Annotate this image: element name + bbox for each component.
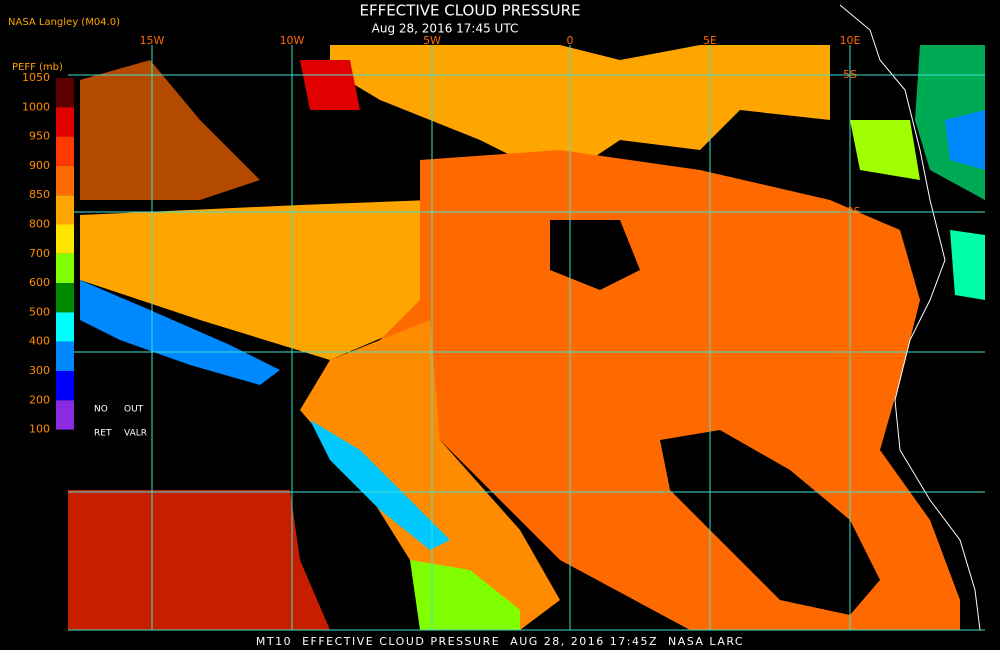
no-retrieval: NO — [94, 405, 108, 415]
graticule — [68, 45, 985, 631]
title: EFFECTIVE CLOUD PRESSURE — [359, 2, 580, 20]
cloud-region — [300, 320, 560, 630]
legend-swatch — [56, 78, 74, 108]
legend-swatch — [56, 253, 74, 284]
clear-region — [550, 220, 640, 290]
out-of-range: OUT — [124, 405, 144, 415]
legend-tick: 600 — [29, 276, 50, 289]
cloud-region — [80, 200, 440, 360]
legend-tick: 400 — [29, 335, 50, 348]
legend-label: PEFF (mb) — [12, 62, 63, 73]
credit: NASA Langley (M04.0) — [8, 17, 120, 28]
longitude-label: 10E — [840, 34, 861, 47]
longitude-label: 10W — [280, 34, 305, 47]
longitude-label: 5W — [423, 34, 441, 47]
legend-tick: 1000 — [22, 100, 50, 113]
cloud-region — [310, 420, 450, 550]
legend-swatch — [56, 341, 74, 371]
clear-region — [660, 430, 880, 615]
cloud-region — [950, 230, 985, 300]
cloud-region — [850, 120, 920, 180]
coastline — [839, 4, 981, 631]
longitude-label: 5E — [703, 34, 717, 47]
legend-tick: 800 — [29, 218, 50, 231]
legend-tick: 200 — [29, 393, 50, 406]
cloud-region — [80, 60, 260, 200]
longitude-label: 15W — [140, 34, 165, 47]
footer: MT10 EFFECTIVE CLOUD PRESSURE AUG 28, 20… — [256, 635, 744, 648]
legend-tick: 700 — [29, 247, 50, 260]
legend-swatch — [56, 312, 74, 342]
legend-tick: 1050 — [22, 71, 50, 84]
legend-swatch — [56, 283, 74, 313]
legend-tick: 500 — [29, 305, 50, 318]
legend-tick: 850 — [29, 188, 50, 201]
no-retrieval: RET — [94, 429, 112, 439]
legend-swatch — [56, 107, 74, 137]
cloud-region — [410, 560, 520, 630]
legend-swatch — [56, 195, 74, 225]
cloud-imagery — [68, 4, 985, 631]
legend-swatch — [56, 136, 74, 166]
longitude-label: 0 — [567, 34, 574, 47]
latitude-label: 15S — [840, 345, 861, 358]
legend-tick: 300 — [29, 364, 50, 377]
legend-swatch — [56, 400, 74, 430]
legend: 1050 1000 950 900 850 800 700 600 500 400 300 200 10… — [22, 71, 74, 436]
cloud-region — [68, 490, 330, 630]
subtitle: Aug 28, 2016 17:45 UTC — [372, 22, 519, 36]
legend-swatch — [56, 371, 74, 401]
cloud-region — [80, 280, 280, 385]
cloud-region — [945, 110, 985, 170]
legend-swatch — [56, 224, 74, 254]
cloud-region — [330, 45, 830, 180]
out-of-range: VALR — [124, 429, 147, 439]
legend-tick: 100 — [29, 423, 50, 436]
legend-tick: 900 — [29, 159, 50, 172]
legend-swatch — [56, 165, 74, 196]
cloud-region — [300, 60, 360, 110]
latitude-label: 10S — [840, 205, 861, 218]
latitude-label: 5S — [843, 68, 857, 81]
legend-tick: 950 — [29, 130, 50, 143]
